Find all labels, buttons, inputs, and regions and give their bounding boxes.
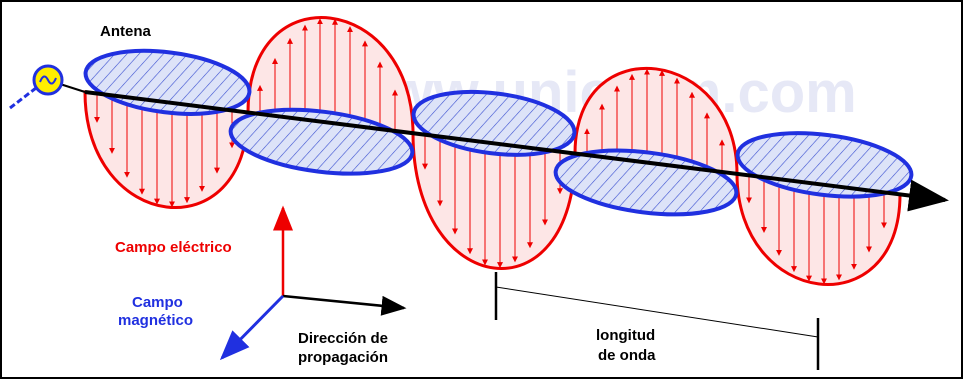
wavelength-label: de onda [598, 347, 656, 364]
propagation-label: Dirección de [298, 330, 388, 347]
wavelength-label: longitud [596, 327, 655, 344]
diagram: www.unicrom.com Antena Campo eléctrico C… [0, 0, 963, 379]
propagation-label: propagación [298, 349, 388, 366]
magnetic-label: Campo [132, 294, 183, 311]
antenna-label: Antena [100, 23, 151, 40]
page: www.unicrom.com Antena Campo eléctrico C… [0, 0, 963, 379]
magnetic-label: magnético [118, 312, 193, 329]
electric-label: Campo eléctrico [115, 239, 232, 256]
